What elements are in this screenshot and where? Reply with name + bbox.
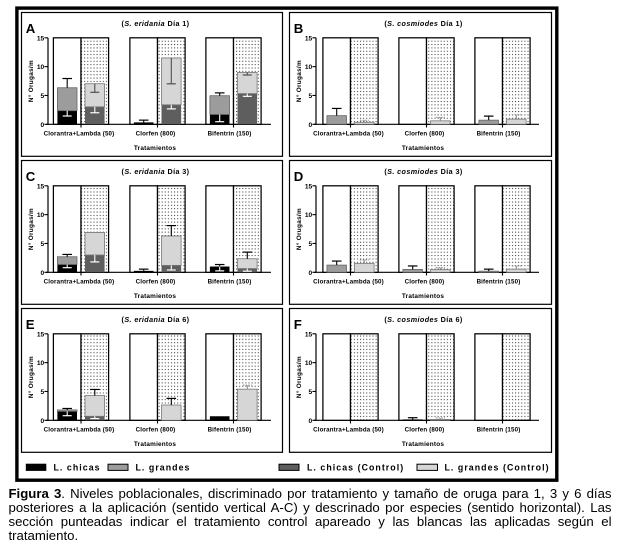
svg-text:Clorantra+Lambda (50): Clorantra+Lambda (50) <box>44 427 115 434</box>
svg-text:0: 0 <box>41 122 45 129</box>
svg-text:Bifentrin (150): Bifentrin (150) <box>208 279 252 286</box>
svg-text:Tratamientos: Tratamientos <box>402 293 444 300</box>
svg-text:Bifentrin (150): Bifentrin (150) <box>477 427 521 434</box>
svg-text:15: 15 <box>305 183 313 190</box>
svg-text:10: 10 <box>37 64 45 71</box>
svg-text:0: 0 <box>309 122 313 129</box>
svg-text:0: 0 <box>309 418 313 425</box>
svg-text:A: A <box>26 21 36 36</box>
svg-text:15: 15 <box>37 183 45 190</box>
svg-text:F: F <box>294 317 302 332</box>
svg-text:15: 15 <box>305 331 313 338</box>
svg-text:N° Orugas/m: N° Orugas/m <box>295 60 303 102</box>
svg-text:Clorantra+Lambda (50): Clorantra+Lambda (50) <box>313 427 384 434</box>
svg-text:(S. cosmiodes Día 3): (S. cosmiodes Día 3) <box>384 167 463 176</box>
svg-text:N° Orugas/m: N° Orugas/m <box>295 356 303 398</box>
svg-text:5: 5 <box>41 389 45 396</box>
svg-text:Clorantra+Lambda (50): Clorantra+Lambda (50) <box>44 279 115 286</box>
svg-text:15: 15 <box>37 35 45 42</box>
svg-text:10: 10 <box>305 212 313 219</box>
svg-text:15: 15 <box>305 35 313 42</box>
svg-text:N° Orugas/m: N° Orugas/m <box>295 208 303 250</box>
svg-text:Clorfen (800): Clorfen (800) <box>136 131 176 138</box>
svg-text:5: 5 <box>41 93 45 100</box>
svg-text:Clorantra+Lambda (50): Clorantra+Lambda (50) <box>313 279 384 286</box>
svg-text:Bifentrin (150): Bifentrin (150) <box>208 427 252 434</box>
svg-text:15: 15 <box>37 331 45 338</box>
svg-text:10: 10 <box>305 360 313 367</box>
svg-text:B: B <box>294 21 304 36</box>
svg-text:N° Orugas/m: N° Orugas/m <box>27 208 35 250</box>
svg-text:Tratamientos: Tratamientos <box>134 145 176 152</box>
svg-text:(S. eridania Día 1): (S. eridania Día 1) <box>122 19 190 28</box>
svg-text:Clorfen (800): Clorfen (800) <box>136 279 176 286</box>
svg-text:L. grandes (Control): L. grandes (Control) <box>445 463 550 473</box>
svg-text:Tratamientos: Tratamientos <box>402 441 444 448</box>
svg-text:D: D <box>294 169 304 184</box>
svg-text:5: 5 <box>309 93 313 100</box>
svg-text:(S. cosmiodes Día 1): (S. cosmiodes Día 1) <box>384 19 463 28</box>
svg-text:L. chicas: L. chicas <box>54 463 101 473</box>
svg-text:Clorfen (800): Clorfen (800) <box>405 279 445 286</box>
svg-text:0: 0 <box>41 270 45 277</box>
svg-text:5: 5 <box>309 389 313 396</box>
svg-text:(S. eridania Día 6): (S. eridania Día 6) <box>122 315 190 324</box>
svg-text:Clorfen (800): Clorfen (800) <box>405 131 445 138</box>
svg-text:N° Orugas/m: N° Orugas/m <box>27 356 35 398</box>
svg-text:Tratamientos: Tratamientos <box>402 145 444 152</box>
svg-text:Clorantra+Lambda (50): Clorantra+Lambda (50) <box>313 131 384 138</box>
svg-text:C: C <box>26 169 36 184</box>
svg-text:Clorfen (800): Clorfen (800) <box>136 427 176 434</box>
svg-text:N° Orugas/m: N° Orugas/m <box>27 60 35 102</box>
svg-text:(S. eridania Día 3): (S. eridania Día 3) <box>122 167 190 176</box>
svg-text:Clorantra+Lambda (50): Clorantra+Lambda (50) <box>44 131 115 138</box>
svg-text:10: 10 <box>37 360 45 367</box>
svg-text:Clorfen (800): Clorfen (800) <box>405 427 445 434</box>
svg-text:(S. cosmiodes Día 6): (S. cosmiodes Día 6) <box>384 315 463 324</box>
svg-text:10: 10 <box>305 64 313 71</box>
svg-text:Bifentrin (150): Bifentrin (150) <box>477 131 521 138</box>
svg-text:Bifentrin (150): Bifentrin (150) <box>477 279 521 286</box>
svg-text:L. chicas (Control): L. chicas (Control) <box>307 463 404 473</box>
svg-text:Tratamientos: Tratamientos <box>134 293 176 300</box>
svg-text:0: 0 <box>41 418 45 425</box>
svg-text:E: E <box>26 317 35 332</box>
svg-text:0: 0 <box>309 270 313 277</box>
svg-text:5: 5 <box>309 241 313 248</box>
svg-text:10: 10 <box>37 212 45 219</box>
svg-text:L. grandes: L. grandes <box>136 463 191 473</box>
svg-text:Bifentrin (150): Bifentrin (150) <box>208 131 252 138</box>
svg-text:Tratamientos: Tratamientos <box>134 441 176 448</box>
svg-text:5: 5 <box>41 241 45 248</box>
